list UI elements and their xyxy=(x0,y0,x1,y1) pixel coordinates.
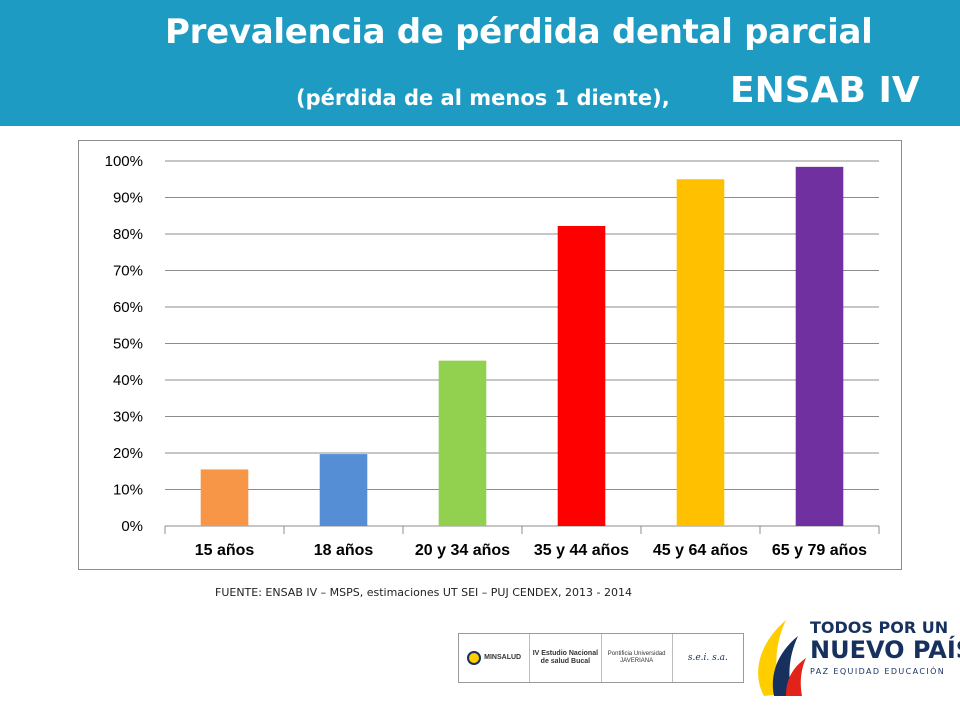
y-tick-label: 20% xyxy=(113,445,143,462)
brand-swoosh-icon xyxy=(758,620,806,696)
javeriana-text: Pontificia Universidad JAVERIANA xyxy=(607,650,666,664)
y-tick-label: 100% xyxy=(105,153,143,170)
bar xyxy=(795,166,844,526)
x-category-label: 65 y 79 años xyxy=(772,542,867,559)
shield-icon xyxy=(467,651,482,665)
y-tick-label: 80% xyxy=(113,226,143,243)
y-tick-label: 90% xyxy=(113,190,143,207)
x-category-label: 18 años xyxy=(314,542,374,559)
brand-line1: TODOS POR UN xyxy=(810,618,949,637)
bar xyxy=(319,454,368,526)
y-tick-label: 10% xyxy=(113,482,143,499)
sei-logo: s.e.i. s.a. xyxy=(673,634,743,682)
estudio-text: IV Estudio Nacional de salud Bucal xyxy=(532,649,599,665)
title-survey-name: ENSAB IV xyxy=(730,70,920,111)
gobierno-brand: TODOS POR UN NUEVO PAÍS PAZ EQUIDAD EDUC… xyxy=(752,614,960,700)
y-tick-label: 0% xyxy=(121,518,143,535)
y-tick-label: 40% xyxy=(113,372,143,389)
source-note: FUENTE: ENSAB IV – MSPS, estimaciones UT… xyxy=(215,586,632,599)
x-category-label: 35 y 44 años xyxy=(534,542,629,559)
javeriana-logo: Pontificia Universidad JAVERIANA xyxy=(602,634,673,682)
estudio-logo: IV Estudio Nacional de salud Bucal xyxy=(530,634,602,682)
bar xyxy=(557,225,606,526)
brand-line3: PAZ EQUIDAD EDUCACIÓN xyxy=(810,667,946,676)
title-main: Prevalencia de pérdida dental parcial xyxy=(165,12,873,52)
chart-frame: 0% 10% 20% 30% 40% 50% 60% 70% 80% 90% 100% 15 años… xyxy=(78,140,902,570)
x-category-label: 45 y 64 años xyxy=(653,542,748,559)
y-tick-label: 60% xyxy=(113,299,143,316)
sei-text: s.e.i. s.a. xyxy=(687,652,728,663)
x-category-label: 15 años xyxy=(195,542,255,559)
bar xyxy=(676,179,725,526)
y-tick-label: 50% xyxy=(113,336,143,353)
partner-logos: MINSALUD IV Estudio Nacional de salud Bu… xyxy=(458,633,744,683)
minsalud-logo: MINSALUD xyxy=(459,634,531,682)
header-banner: Prevalencia de pérdida dental parcial (p… xyxy=(0,0,960,126)
minsalud-text: MINSALUD xyxy=(484,653,522,661)
y-tick-label: 30% xyxy=(113,409,143,426)
bar xyxy=(438,360,487,526)
y-tick-label: 70% xyxy=(113,263,143,280)
bar xyxy=(200,469,249,526)
x-category-label: 20 y 34 años xyxy=(415,542,510,559)
brand-line2: NUEVO PAÍS xyxy=(810,636,960,664)
bar-chart: 0% 10% 20% 30% 40% 50% 60% 70% 80% 90% 100% 15 años… xyxy=(105,153,880,559)
title-subtitle: (pérdida de al menos 1 diente), xyxy=(296,86,670,110)
